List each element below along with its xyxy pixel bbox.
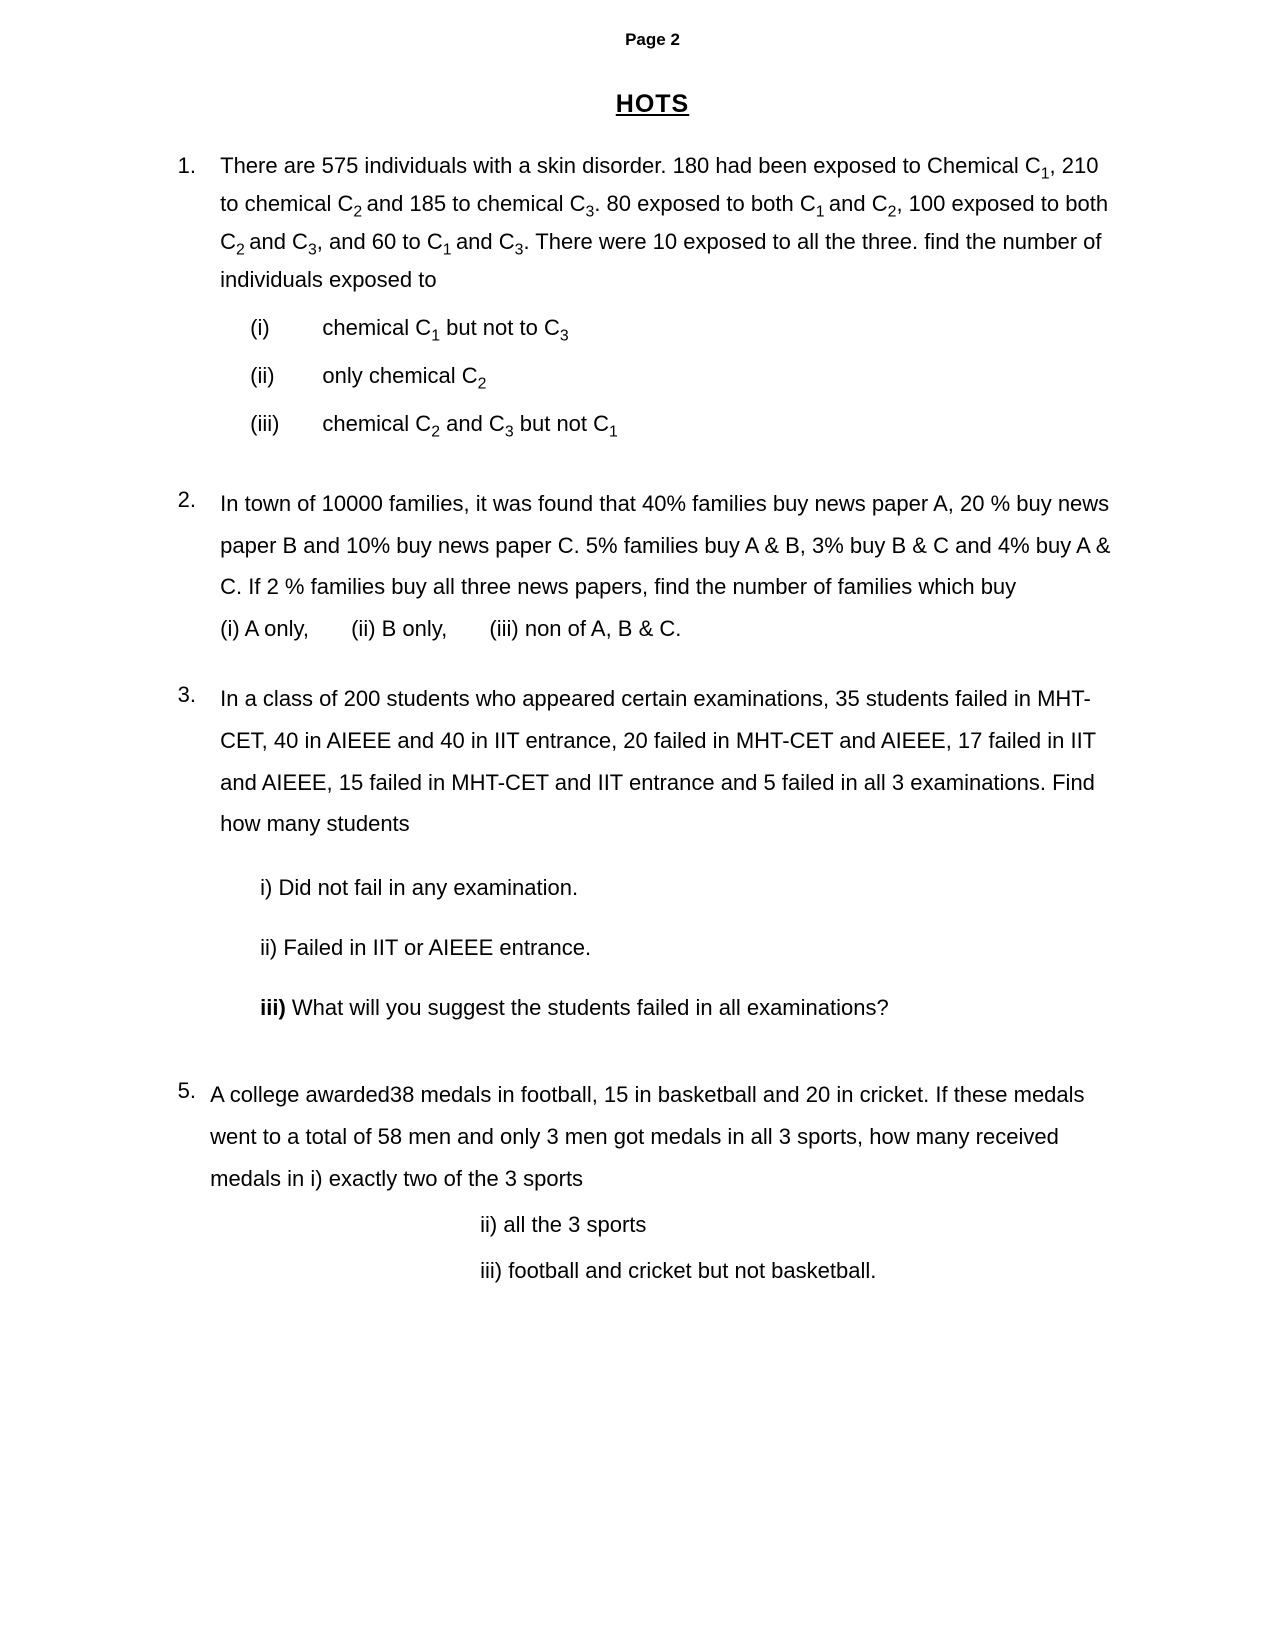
option: (i) A only, (220, 608, 309, 650)
question-body: In town of 10000 families, it was found … (220, 483, 1120, 650)
sub-prefix: iii) (260, 995, 286, 1020)
question-3: 3. In a class of 200 students who appear… (160, 678, 1145, 1047)
page-number: Page 2 (160, 30, 1145, 50)
question-body: There are 575 individuals with a skin di… (220, 149, 1120, 455)
sub-item: (ii) only chemical C2 (250, 359, 1120, 397)
sub-item: ii) Failed in IIT or AIEEE entrance. (260, 927, 1120, 969)
inline-options: (i) A only, (ii) B only, (iii) non of A,… (220, 616, 717, 641)
sub-item: i) Did not fail in any examination. (260, 867, 1120, 909)
question-5: 5. A college awarded38 medals in footbal… (160, 1074, 1145, 1295)
page: Page 2 HOTS 1. There are 575 individuals… (0, 0, 1275, 1651)
sub-list: ii) all the 3 sports iii) football and c… (480, 1204, 1100, 1292)
question-2: 2. In town of 10000 families, it was fou… (160, 483, 1145, 650)
sub-list: (i) chemical C1 but not to C3 (ii) only … (250, 311, 1120, 445)
option: (iii) non of A, B & C. (489, 608, 681, 650)
sub-item: (i) chemical C1 but not to C3 (250, 311, 1120, 349)
question-text: In town of 10000 families, it was found … (220, 491, 1110, 600)
section-title: HOTS (160, 90, 1145, 119)
question-text: A college awarded38 medals in football, … (210, 1082, 1084, 1191)
sub-item: (iii) chemical C2 and C3 but not C1 (250, 407, 1120, 445)
sub-item: iii) What will you suggest the students … (260, 987, 1120, 1029)
question-body: A college awarded38 medals in football, … (210, 1074, 1100, 1295)
question-number: 5. (160, 1074, 214, 1108)
sub-num: (iii) (250, 407, 296, 441)
sub-list: i) Did not fail in any examination. ii) … (260, 867, 1120, 1028)
question-1: 1. There are 575 individuals with a skin… (160, 149, 1145, 455)
sub-item: ii) all the 3 sports (480, 1204, 1100, 1246)
question-number: 3. (160, 678, 214, 712)
question-number: 1. (160, 149, 214, 183)
option: (ii) B only, (351, 608, 447, 650)
sub-num: (ii) (250, 359, 296, 393)
sub-num: (i) (250, 311, 296, 345)
sub-item: iii) football and cricket but not basket… (480, 1250, 1100, 1292)
question-body: In a class of 200 students who appeared … (220, 678, 1120, 1047)
question-number: 2. (160, 483, 214, 517)
question-text: In a class of 200 students who appeared … (220, 686, 1096, 836)
